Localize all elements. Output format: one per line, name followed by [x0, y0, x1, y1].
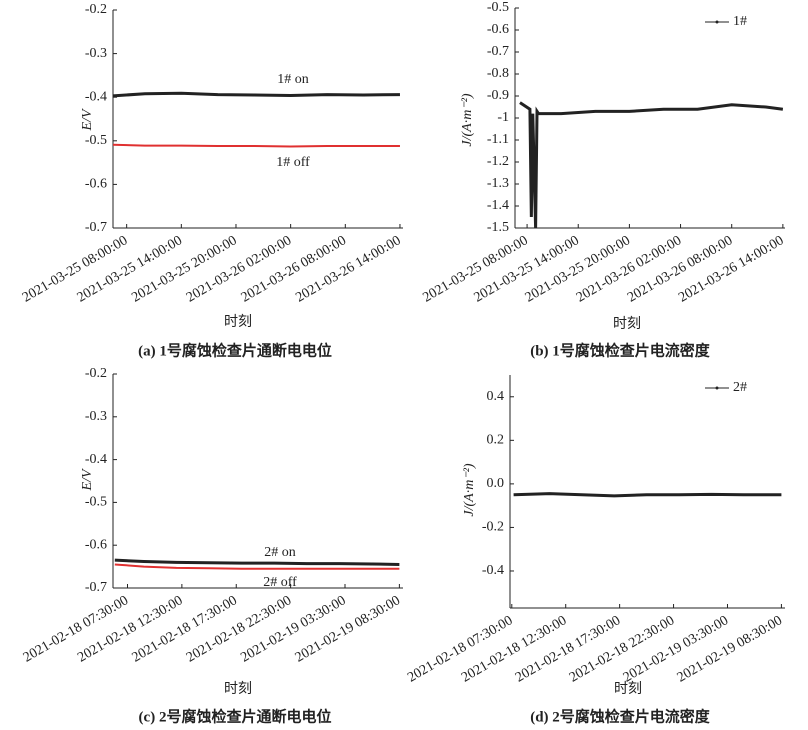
x-tick-label: 2021-03-26 14:00:00 [293, 233, 403, 305]
caption: (a) 1号腐蚀检查片通断电电位 [138, 341, 332, 359]
legend-marker [715, 386, 719, 390]
y-tick-label: -0.7 [85, 580, 107, 595]
legend-marker [715, 20, 719, 24]
y-tick-label: -0.7 [487, 44, 509, 59]
y-tick-label: -0.6 [85, 177, 107, 192]
y-tick-label: -0.6 [487, 22, 509, 37]
y-tick-label: -1.4 [487, 198, 509, 213]
y-tick-label: -0.2 [85, 2, 107, 17]
x-axis-label: 时刻 [224, 314, 252, 330]
legend-label: 1# [733, 14, 747, 29]
legend-label: 2# [733, 380, 747, 395]
x-tick-label: 2021-02-19 08:30:00 [675, 613, 785, 685]
y-tick-label: -1 [497, 110, 509, 125]
y-tick-label: -0.3 [85, 46, 107, 61]
y-axis-label: J/(A·m⁻²) [460, 93, 475, 147]
y-tick-label: 0.0 [487, 476, 505, 491]
y-tick-label: -0.7 [85, 220, 107, 235]
y-tick-label: -0.4 [482, 563, 504, 578]
series-line [114, 558, 400, 566]
x-tick-label: 2021-02-19 08:30:00 [293, 593, 403, 665]
annotation: 2# off [263, 575, 297, 590]
y-tick-label: -1.2 [487, 154, 509, 169]
y-tick-label: -1.1 [487, 132, 509, 147]
y-tick-label: -0.6 [85, 537, 107, 552]
annotation: 1# off [276, 155, 310, 170]
series-line [114, 563, 400, 570]
y-tick-label: -0.8 [487, 66, 509, 81]
series-line [112, 91, 400, 98]
annotation: 2# on [264, 545, 296, 560]
y-tick-label: -0.5 [85, 495, 107, 510]
series-line [519, 101, 784, 229]
y-tick-label: -0.2 [482, 520, 504, 535]
y-tick-label: -0.9 [487, 88, 509, 103]
series-line [112, 143, 400, 148]
y-tick-label: -1.3 [487, 176, 509, 191]
y-tick-label: -0.5 [487, 0, 509, 15]
y-tick-label: -0.5 [85, 133, 107, 148]
caption: (c) 2号腐蚀检查片通断电电位 [139, 707, 332, 725]
y-tick-label: 0.4 [487, 389, 505, 404]
y-tick-label: -0.3 [85, 409, 107, 424]
y-axis-label: J/(A·m⁻²) [462, 463, 477, 517]
x-axis-label: 时刻 [224, 681, 252, 697]
series-line [513, 492, 782, 498]
y-axis-label: E/V [80, 468, 95, 491]
y-tick-label: -0.4 [85, 89, 107, 104]
y-tick-label: 0.2 [487, 433, 505, 448]
y-tick-label: -0.4 [85, 452, 107, 467]
y-tick-label: -1.5 [487, 220, 509, 235]
caption: (d) 2号腐蚀检查片电流密度 [530, 707, 711, 725]
annotation: 1# on [277, 72, 309, 87]
x-axis-label: 时刻 [614, 681, 642, 697]
y-tick-label: -0.2 [85, 366, 107, 381]
y-axis-label: E/V [80, 108, 95, 131]
caption: (b) 1号腐蚀检查片电流密度 [530, 341, 711, 359]
x-axis-label: 时刻 [613, 316, 641, 332]
